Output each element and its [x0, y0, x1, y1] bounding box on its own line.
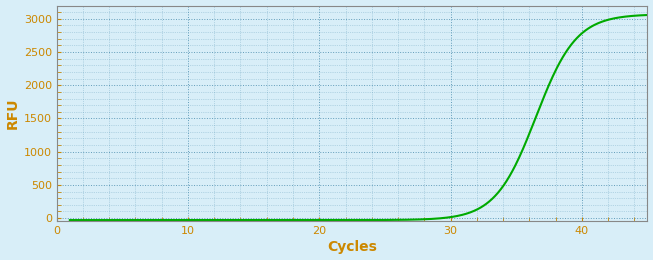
Y-axis label: RFU: RFU: [6, 98, 20, 129]
X-axis label: Cycles: Cycles: [327, 240, 377, 255]
